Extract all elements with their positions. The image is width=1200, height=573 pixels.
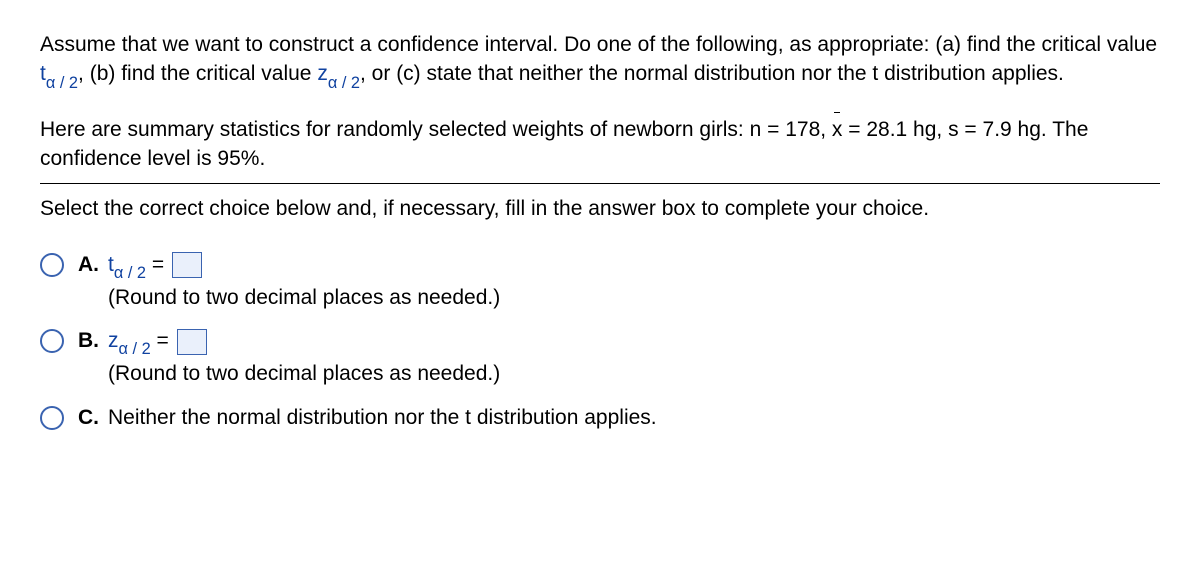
choice-b-eq: = (151, 329, 175, 352)
radio-c[interactable] (40, 406, 64, 430)
choice-a-round: (Round to two decimal places as needed.) (108, 283, 1160, 312)
answer-box-b[interactable] (177, 329, 207, 355)
divider (40, 183, 1160, 184)
choice-a-var-base: t (108, 253, 114, 276)
choice-c-text: Neither the normal distribution nor the … (108, 406, 657, 429)
instruction-text: Select the correct choice below and, if … (40, 194, 1160, 223)
problem-part2: , (b) find the critical value (78, 62, 317, 85)
choice-a-label: A. (78, 250, 108, 279)
choice-a-var: tα / 2 (108, 253, 146, 276)
radio-b[interactable] (40, 329, 64, 353)
radio-a[interactable] (40, 253, 64, 277)
t-critical-symbol: tα / 2 (40, 62, 78, 85)
choice-a-body: tα / 2 = (Round to two decimal places as… (108, 250, 1160, 313)
z-critical-symbol: zα / 2 (317, 62, 360, 85)
choice-a-eq: = (146, 253, 170, 276)
choice-a[interactable]: A. tα / 2 = (Round to two decimal places… (40, 250, 1160, 313)
z-sub: α / 2 (328, 74, 360, 92)
choice-b-body: zα / 2 = (Round to two decimal places as… (108, 326, 1160, 389)
stats-part1: Here are summary statistics for randomly… (40, 118, 832, 141)
t-base: t (40, 62, 46, 85)
choice-a-var-sub: α / 2 (114, 264, 146, 282)
answer-box-a[interactable] (172, 252, 202, 278)
choice-c[interactable]: C. Neither the normal distribution nor t… (40, 403, 1160, 432)
problem-statement: Assume that we want to construct a confi… (40, 30, 1160, 93)
choice-b-round: (Round to two decimal places as needed.) (108, 359, 1160, 388)
problem-part3: , or (c) state that neither the normal d… (360, 62, 1064, 85)
choice-c-body: Neither the normal distribution nor the … (108, 403, 1160, 432)
choice-b-var-sub: α / 2 (119, 340, 151, 358)
choice-b-var: zα / 2 (108, 329, 151, 352)
choice-b-var-base: z (108, 329, 119, 352)
summary-statistics: Here are summary statistics for randomly… (40, 115, 1160, 174)
choice-b[interactable]: B. zα / 2 = (Round to two decimal places… (40, 326, 1160, 389)
x-bar-symbol: x (832, 115, 843, 144)
z-base: z (317, 62, 328, 85)
choice-c-label: C. (78, 403, 108, 432)
choice-b-label: B. (78, 326, 108, 355)
problem-part1: Assume that we want to construct a confi… (40, 33, 1157, 56)
t-sub: α / 2 (46, 74, 78, 92)
